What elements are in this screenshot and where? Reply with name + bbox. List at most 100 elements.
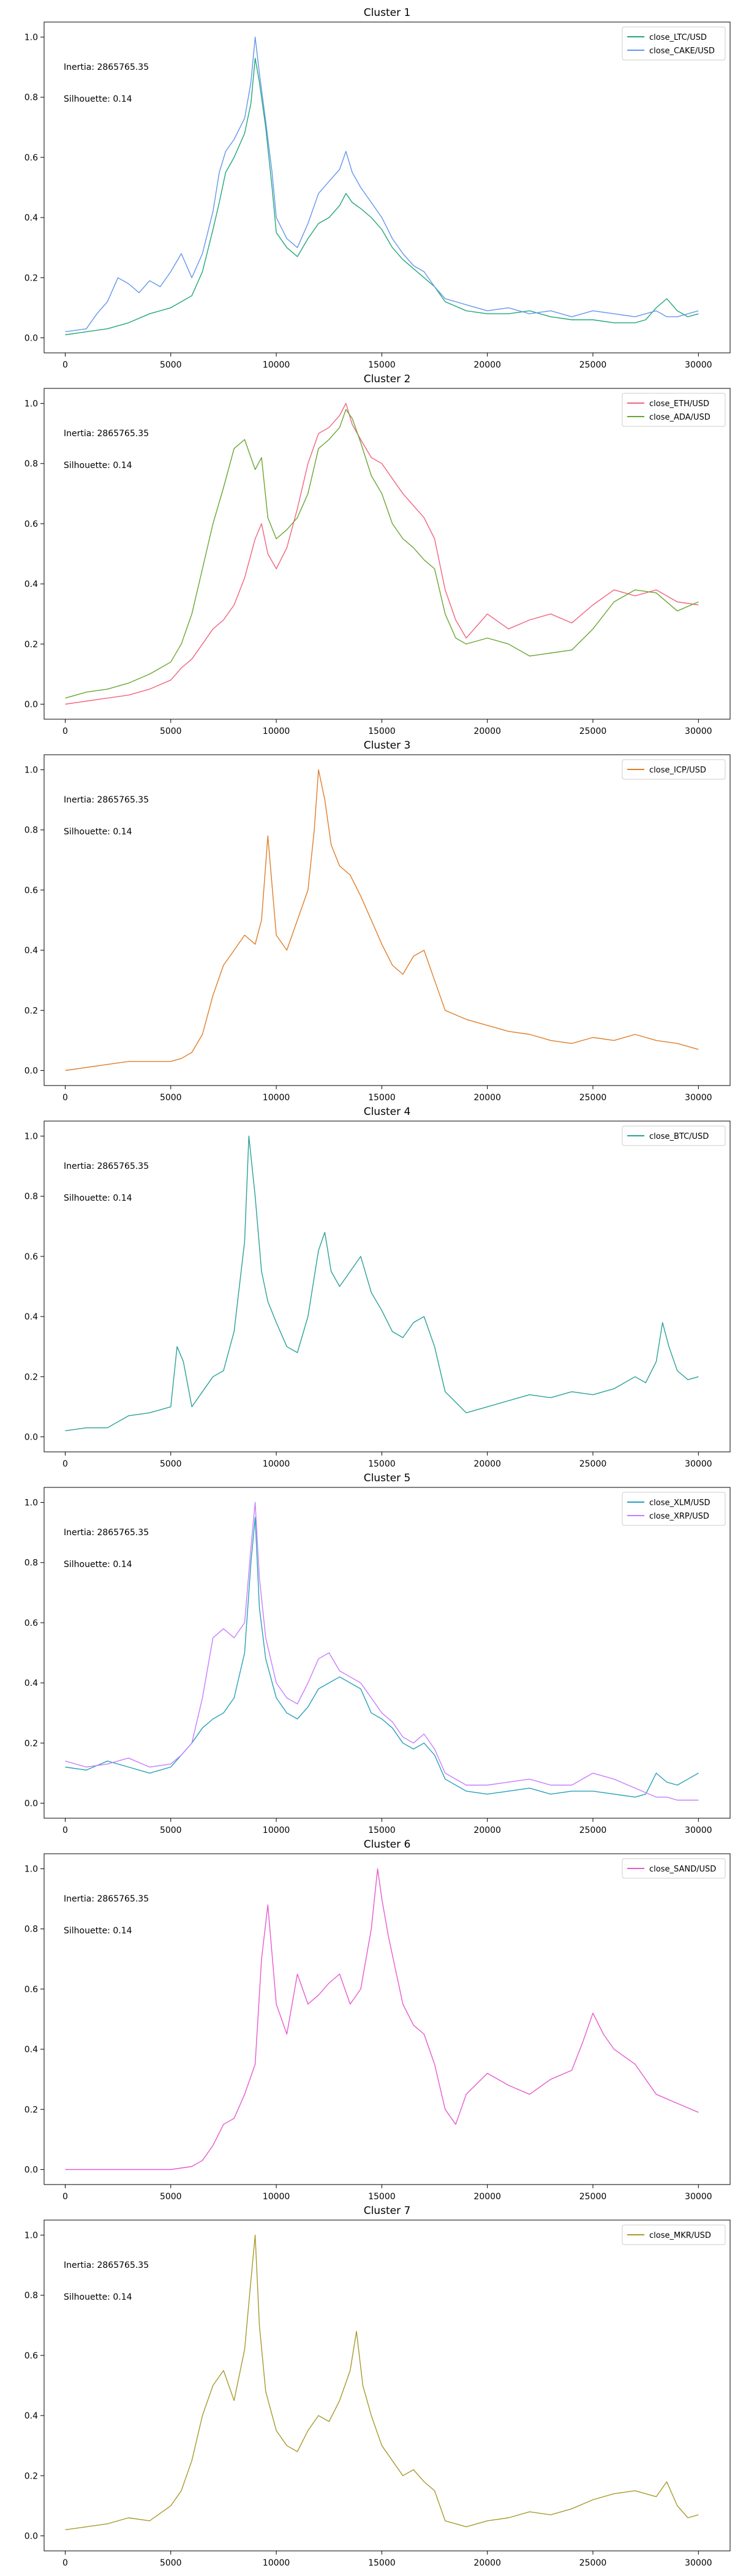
inertia-annotation: Inertia: 2865765.35 xyxy=(64,62,149,72)
y-tick-label: 0.6 xyxy=(24,1618,38,1628)
y-tick-label: 1.0 xyxy=(24,1132,38,1142)
x-tick-label: 25000 xyxy=(579,1826,607,1835)
x-tick-label: 25000 xyxy=(579,2192,607,2202)
legend-label: close_LTC/USD xyxy=(649,33,707,42)
axes-frame xyxy=(43,1487,731,1819)
x-tick-label: 30000 xyxy=(685,1459,712,1469)
x-tick-label: 0 xyxy=(62,2192,68,2202)
y-tick-label: 0.4 xyxy=(24,946,38,956)
y-tick-label: 0.6 xyxy=(24,886,38,896)
chart-title: Cluster 2 xyxy=(364,373,411,385)
legend-label: close_SAND/USD xyxy=(649,1865,716,1874)
x-tick-label: 25000 xyxy=(579,2558,607,2568)
legend-box xyxy=(622,1492,726,1526)
x-tick-label: 0 xyxy=(62,1459,68,1469)
legend: close_MKR/USD xyxy=(622,2224,726,2245)
silhouette-annotation: Silhouette: 0.14 xyxy=(64,1560,132,1569)
series-line-close-mkr-usd xyxy=(65,2234,699,2531)
x-tick-label: 5000 xyxy=(160,2192,182,2202)
y-tick-label: 0.2 xyxy=(24,2105,38,2115)
x-tick-label: 25000 xyxy=(579,727,607,736)
x-tick-label: 20000 xyxy=(473,1459,501,1469)
legend-label: close_CAKE/USD xyxy=(649,47,715,56)
y-tick-label: 0.0 xyxy=(24,700,38,709)
chart-panel-7: Cluster 7 0 5000 10000 15000 20000 25000 30000 0… xyxy=(24,2205,731,2568)
legend-box xyxy=(622,1858,726,1879)
y-tick-label: 0.0 xyxy=(24,1066,38,1076)
inertia-annotation: Inertia: 2865765.35 xyxy=(64,1161,149,1171)
series-line-close-cake-usd xyxy=(65,36,699,333)
axes-frame xyxy=(43,1853,731,2185)
legend: close_XLM/USD close_XRP/USD xyxy=(622,1492,726,1526)
legend-label: close_BTC/USD xyxy=(649,1132,709,1141)
y-tick-label: 1.0 xyxy=(24,1865,38,1875)
legend-label: close_XRP/USD xyxy=(649,1512,709,1521)
silhouette-annotation: Silhouette: 0.14 xyxy=(64,2292,132,2302)
y-tick-label: 0.4 xyxy=(24,213,38,223)
x-tick-label: 15000 xyxy=(368,1459,396,1469)
x-tick-label: 20000 xyxy=(473,2192,501,2202)
chart-panel-6: Cluster 6 0 5000 10000 15000 20000 25000 30000 0… xyxy=(24,1838,731,2202)
series-line-close-ada-usd xyxy=(65,409,699,699)
x-tick-label: 10000 xyxy=(263,360,290,370)
axes-frame xyxy=(43,1120,731,1452)
y-tick-label: 0.6 xyxy=(24,2351,38,2361)
y-tick-label: 0.6 xyxy=(24,1985,38,1995)
x-tick-label: 0 xyxy=(62,727,68,736)
y-tick-label: 0.8 xyxy=(24,459,38,469)
silhouette-annotation: Silhouette: 0.14 xyxy=(64,827,132,837)
x-tick-label: 25000 xyxy=(579,1459,607,1469)
axes-frame xyxy=(43,754,731,1086)
chart-title: Cluster 7 xyxy=(364,2205,411,2217)
x-tick-label: 5000 xyxy=(160,1459,182,1469)
y-tick-label: 1.0 xyxy=(24,2231,38,2241)
legend-label: close_XLM/USD xyxy=(649,1498,710,1508)
x-tick-label: 5000 xyxy=(160,1093,182,1103)
y-tick-label: 0.4 xyxy=(24,1679,38,1688)
legend-label: close_ADA/USD xyxy=(649,413,710,422)
series-line-close-icp-usd xyxy=(65,769,699,1071)
y-tick-label: 1.0 xyxy=(24,399,38,409)
x-tick-label: 10000 xyxy=(263,1459,290,1469)
inertia-annotation: Inertia: 2865765.35 xyxy=(64,2261,149,2270)
x-tick-label: 25000 xyxy=(579,360,607,370)
y-tick-label: 0.2 xyxy=(24,2471,38,2481)
x-tick-label: 20000 xyxy=(473,727,501,736)
y-tick-label: 0.6 xyxy=(24,519,38,529)
y-tick-label: 0.4 xyxy=(24,2045,38,2055)
legend: close_BTC/USD xyxy=(622,1125,726,1146)
x-tick-label: 30000 xyxy=(685,727,712,736)
x-tick-label: 5000 xyxy=(160,727,182,736)
chart-title: Cluster 3 xyxy=(364,739,411,752)
x-tick-label: 0 xyxy=(62,360,68,370)
y-tick-label: 1.0 xyxy=(24,1498,38,1508)
legend-label: close_ETH/USD xyxy=(649,399,709,409)
series-line-close-ltc-usd xyxy=(65,58,699,336)
x-tick-label: 15000 xyxy=(368,2192,396,2202)
chart-title: Cluster 6 xyxy=(364,1838,411,1851)
x-tick-label: 5000 xyxy=(160,2558,182,2568)
legend: close_ICP/USD xyxy=(622,759,726,780)
y-tick-label: 0.8 xyxy=(24,826,38,836)
y-tick-label: 0.8 xyxy=(24,93,38,103)
x-tick-label: 25000 xyxy=(579,1093,607,1103)
x-tick-label: 10000 xyxy=(263,2192,290,2202)
axes-frame xyxy=(43,2219,731,2551)
x-tick-label: 0 xyxy=(62,1093,68,1103)
x-tick-label: 15000 xyxy=(368,2558,396,2568)
series-line-close-xlm-usd xyxy=(65,1517,699,1798)
x-tick-label: 10000 xyxy=(263,2558,290,2568)
chart-title: Cluster 4 xyxy=(364,1106,411,1118)
axes-frame xyxy=(43,21,731,353)
x-tick-label: 10000 xyxy=(263,727,290,736)
x-tick-label: 0 xyxy=(62,2558,68,2568)
y-tick-label: 1.0 xyxy=(24,33,38,43)
y-tick-label: 0.6 xyxy=(24,153,38,163)
legend-box xyxy=(622,26,726,61)
inertia-annotation: Inertia: 2865765.35 xyxy=(64,1894,149,1904)
legend: close_LTC/USD close_CAKE/USD xyxy=(622,26,726,61)
inertia-annotation: Inertia: 2865765.35 xyxy=(64,429,149,439)
x-tick-label: 10000 xyxy=(263,1826,290,1835)
